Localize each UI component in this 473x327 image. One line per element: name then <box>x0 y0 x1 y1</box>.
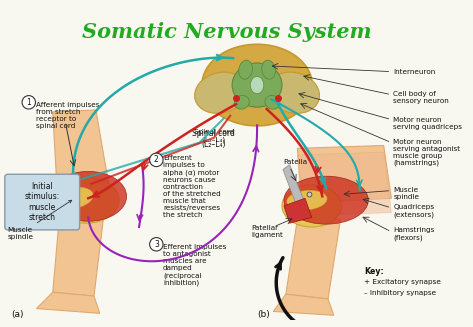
Polygon shape <box>298 146 391 203</box>
Text: Quadriceps
(extensors): Quadriceps (extensors) <box>393 204 434 217</box>
Ellipse shape <box>51 187 93 209</box>
Polygon shape <box>53 215 104 296</box>
Text: Key:: Key: <box>365 267 384 276</box>
Ellipse shape <box>239 60 253 79</box>
Text: + Excitatory synapse: + Excitatory synapse <box>365 279 441 285</box>
Text: 1: 1 <box>26 98 31 107</box>
Polygon shape <box>53 110 110 198</box>
Polygon shape <box>273 294 334 315</box>
Polygon shape <box>283 165 305 208</box>
Text: Muscle
spindle: Muscle spindle <box>393 187 419 200</box>
Ellipse shape <box>287 190 327 210</box>
Text: Patellar
ligament: Patellar ligament <box>251 225 283 238</box>
Circle shape <box>149 153 163 166</box>
Ellipse shape <box>232 63 282 107</box>
Circle shape <box>149 238 163 251</box>
Text: (b): (b) <box>257 310 270 318</box>
Text: 2: 2 <box>154 155 159 164</box>
Ellipse shape <box>54 177 119 223</box>
Text: (a): (a) <box>11 310 24 318</box>
Polygon shape <box>284 198 312 223</box>
Ellipse shape <box>50 171 127 221</box>
FancyBboxPatch shape <box>5 174 79 230</box>
Polygon shape <box>298 152 391 215</box>
Ellipse shape <box>282 185 342 227</box>
Text: Cell body of
sensory neuron: Cell body of sensory neuron <box>393 91 449 104</box>
Ellipse shape <box>234 95 249 109</box>
Polygon shape <box>286 219 341 299</box>
Ellipse shape <box>262 60 275 79</box>
Ellipse shape <box>202 44 312 126</box>
Text: Efferent
impulses to
alpha (α) motor
neurons cause
contraction
of the stretched
: Efferent impulses to alpha (α) motor neu… <box>163 155 221 217</box>
Text: Spinal cord
(L₂–L₄): Spinal cord (L₂–L₄) <box>193 129 236 148</box>
Text: Initial
stimulus:
muscle
stretch: Initial stimulus: muscle stretch <box>25 182 60 222</box>
Text: Motor neuron
serving antagonist
muscle group
(hamstrings): Motor neuron serving antagonist muscle g… <box>393 139 460 166</box>
Text: Muscle
spindle: Muscle spindle <box>8 200 72 240</box>
Ellipse shape <box>194 72 246 113</box>
Text: Afferent impulses
from stretch
receptor to
spinal cord: Afferent impulses from stretch receptor … <box>36 102 100 129</box>
Text: Hamstrings
(flexors): Hamstrings (flexors) <box>393 227 435 241</box>
Text: Interneuron: Interneuron <box>393 69 436 75</box>
Text: Spinal cord
(L₂–L₄): Spinal cord (L₂–L₄) <box>194 129 234 143</box>
Text: Patella: Patella <box>283 159 307 165</box>
Text: Somatic Nervous System: Somatic Nervous System <box>81 22 371 42</box>
Text: – Inhibitory synapse: – Inhibitory synapse <box>365 290 437 296</box>
Ellipse shape <box>268 72 320 113</box>
Text: Motor neuron
serving quadriceps: Motor neuron serving quadriceps <box>393 117 462 130</box>
Ellipse shape <box>265 95 280 109</box>
Ellipse shape <box>250 77 264 94</box>
Circle shape <box>22 95 35 109</box>
Text: Efferent impulses
to antagonist
muscles are
damped
(reciprocal
inhibition): Efferent impulses to antagonist muscles … <box>163 244 227 286</box>
Polygon shape <box>36 292 100 313</box>
Text: 3: 3 <box>154 240 159 249</box>
Ellipse shape <box>284 176 368 224</box>
